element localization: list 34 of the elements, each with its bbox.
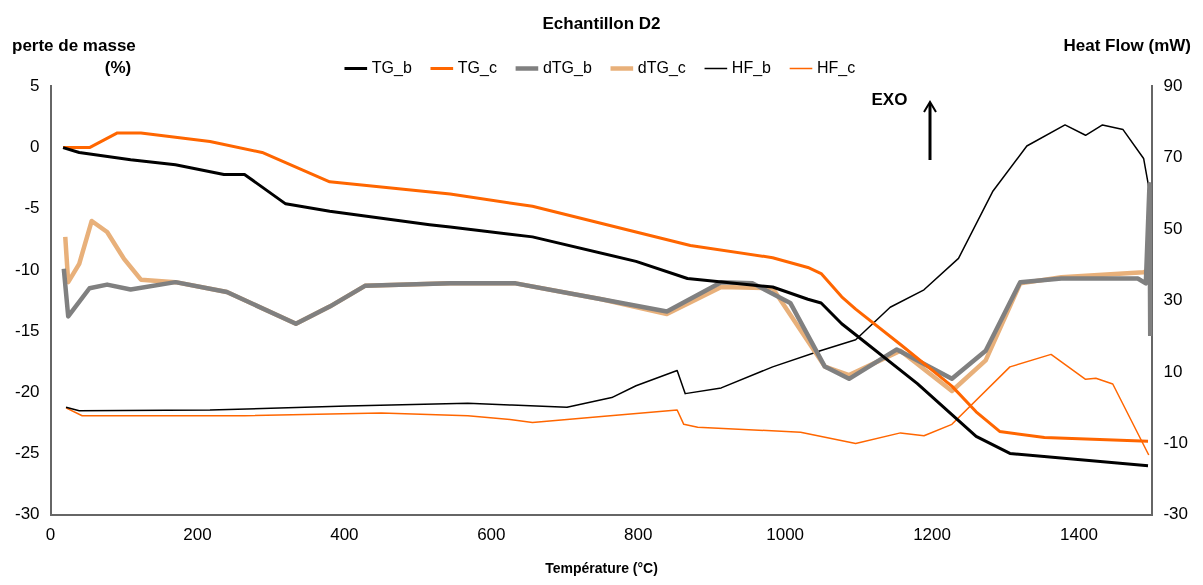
y2-tick-label: 70: [1163, 147, 1183, 167]
x-axis-title: Température (°C): [545, 559, 658, 576]
y2-tick-label: 90: [1163, 76, 1183, 96]
y2-tick-label: 30: [1163, 290, 1183, 310]
x-tick-label: 1400: [1060, 525, 1098, 545]
legend-label: TG_b: [371, 58, 412, 77]
legend-label: dTG_c: [637, 58, 686, 77]
legend-label: TG_c: [457, 58, 497, 77]
x-tick-label: 200: [183, 525, 212, 545]
y-tick-label: 5: [30, 76, 40, 96]
y2-tick-label: -10: [1163, 432, 1189, 452]
legend-label: dTG_b: [542, 58, 592, 77]
y-tick-label: -15: [14, 320, 40, 340]
y-tick-label: 0: [30, 137, 40, 157]
y-tick-label: -5: [24, 198, 40, 218]
annotation: EXO: [871, 90, 908, 110]
y2-axis-title: Heat Flow (mW): [1063, 36, 1191, 56]
x-tick-label: 400: [330, 525, 359, 545]
y-tick-label: -25: [14, 443, 40, 463]
y-tick-label: -30: [14, 504, 40, 524]
x-tick-label: 0: [45, 525, 56, 545]
y-tick-label: -10: [14, 259, 40, 279]
x-tick-label: 1200: [913, 525, 951, 545]
legend-label: HF_b: [731, 58, 772, 77]
legend-label: HF_c: [816, 58, 856, 77]
x-tick-label: 1000: [766, 525, 805, 545]
y2-tick-label: 50: [1163, 218, 1183, 238]
y-axis-title: perte de masse (%): [12, 36, 136, 78]
y-tick-label: -20: [14, 381, 40, 401]
y2-tick-label: 10: [1163, 361, 1183, 381]
chart-title: Echantillon D2: [542, 13, 661, 33]
y2-tick-label: -30: [1163, 504, 1189, 524]
x-tick-label: 600: [477, 525, 506, 545]
x-tick-label: 800: [624, 525, 653, 545]
